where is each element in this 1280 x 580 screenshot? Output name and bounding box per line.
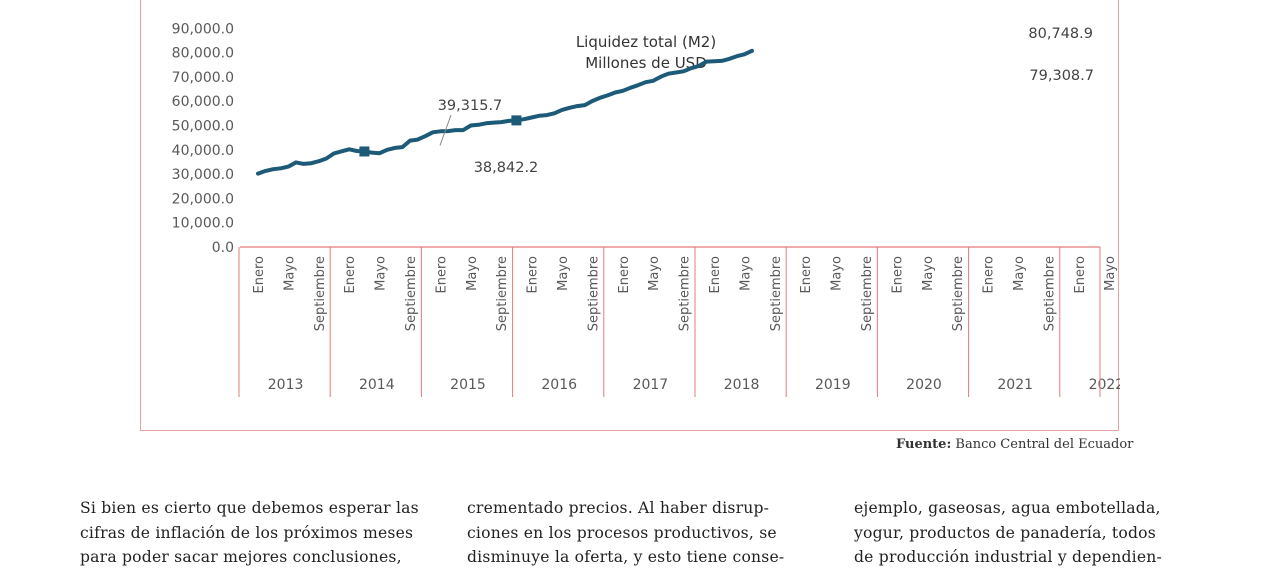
annotation-leader bbox=[439, 114, 452, 146]
body-line: disminuye la oferta, y esto tiene conse- bbox=[467, 548, 785, 566]
y-tick-label: 10,000.0 bbox=[172, 216, 234, 232]
body-line: crementado precios. Al haber disrup- bbox=[467, 499, 770, 517]
body-column-3: ejemplo, gaseosas, agua embotellada, yog… bbox=[854, 496, 1212, 570]
source-text: Banco Central del Ecuador bbox=[955, 437, 1134, 452]
year-label: 2019 bbox=[815, 377, 851, 393]
x-tick-label: Mayo bbox=[830, 256, 845, 291]
data-label: 38,842.2 bbox=[474, 160, 539, 176]
source-label: Fuente: bbox=[896, 437, 952, 452]
x-tick-label: Mayo bbox=[738, 256, 753, 291]
x-tick-label: Enero bbox=[1073, 256, 1088, 294]
year-label: 2013 bbox=[268, 377, 304, 393]
x-tick-label: Mayo bbox=[282, 256, 297, 291]
data-label: 80,748.9 bbox=[1028, 26, 1093, 42]
x-tick-label: Enero bbox=[799, 256, 814, 294]
x-tick-label: Enero bbox=[617, 256, 632, 294]
body-line: ejemplo, gaseosas, agua embotellada, bbox=[854, 499, 1161, 517]
chart-subtitle: Millones de USD bbox=[585, 54, 707, 72]
x-tick-label: Septiembre bbox=[586, 256, 601, 331]
body-line: para poder sacar mejores conclusiones, bbox=[80, 548, 402, 566]
x-tick-label: Septiembre bbox=[769, 256, 784, 331]
data-label: 39,315.7 bbox=[438, 98, 503, 114]
year-label: 2014 bbox=[359, 377, 395, 393]
y-tick-label: 90,000.0 bbox=[172, 21, 234, 37]
y-tick-label: 20,000.0 bbox=[172, 191, 234, 207]
year-label: 2020 bbox=[906, 377, 942, 393]
year-label: 2022 bbox=[1089, 377, 1120, 393]
y-tick-label: 30,000.0 bbox=[172, 167, 234, 183]
year-label: 2015 bbox=[450, 377, 486, 393]
x-tick-label: Mayo bbox=[647, 256, 662, 291]
x-tick-label: Mayo bbox=[1012, 256, 1027, 291]
y-tick-label: 80,000.0 bbox=[172, 46, 234, 62]
x-tick-label: Mayo bbox=[465, 256, 480, 291]
data-marker bbox=[359, 146, 370, 157]
x-tick-label: Enero bbox=[526, 256, 541, 294]
x-tick-label: Enero bbox=[890, 256, 905, 294]
data-label: 79,308.7 bbox=[1029, 68, 1094, 84]
body-line: ciones en los procesos productivos, se bbox=[467, 523, 777, 542]
x-tick-label: Septiembre bbox=[404, 256, 419, 331]
body-line: de producción industrial y dependien- bbox=[854, 548, 1163, 566]
chart-title: Liquidez total (M2) bbox=[576, 33, 716, 51]
x-tick-label: Septiembre bbox=[1042, 256, 1057, 331]
source-note: Fuente: Banco Central del Ecuador bbox=[896, 437, 1133, 452]
x-tick-label: Mayo bbox=[1103, 256, 1118, 291]
year-label: 2021 bbox=[997, 377, 1033, 393]
data-marker bbox=[511, 115, 522, 126]
body-line: Si bien es cierto que debemos esperar la… bbox=[80, 499, 419, 517]
year-label: 2016 bbox=[541, 377, 577, 393]
x-tick-label: Enero bbox=[343, 256, 358, 294]
m2-line-chart: 90,000.0 80,000.0 70,000.0 60,000.0 50,000.0… bbox=[172, 21, 1120, 397]
m2-series-line bbox=[256, 48, 754, 176]
body-column-1: Si bien es cierto que debemos esperar la… bbox=[80, 496, 438, 570]
x-tick-label: Septiembre bbox=[951, 256, 966, 331]
body-line: cifras de inflación de los próximos mese… bbox=[80, 523, 414, 542]
x-tick-label: Enero bbox=[982, 256, 997, 294]
year-label: 2017 bbox=[633, 377, 669, 393]
x-tick-label: Septiembre bbox=[860, 256, 875, 331]
y-tick-label: 0.0 bbox=[212, 240, 234, 256]
year-label: 2018 bbox=[724, 377, 760, 393]
chart-frame: 90,000.0 80,000.0 70,000.0 60,000.0 50,000.0… bbox=[140, 0, 1120, 431]
x-tick-label: Enero bbox=[434, 256, 449, 294]
x-tick-label: Mayo bbox=[374, 256, 389, 291]
x-tick-label: Septiembre bbox=[678, 256, 693, 331]
y-tick-label: 50,000.0 bbox=[172, 119, 234, 135]
body-line: yogur, productos de panadería, todos bbox=[854, 523, 1156, 542]
x-tick-label: Enero bbox=[252, 256, 267, 294]
x-tick-label: Enero bbox=[708, 256, 723, 294]
x-tick-label: Mayo bbox=[921, 256, 936, 291]
x-tick-label: Septiembre bbox=[313, 256, 328, 331]
y-tick-label: 70,000.0 bbox=[172, 70, 234, 86]
x-tick-label: Mayo bbox=[556, 256, 571, 291]
body-column-2: crementado precios. Al haber disrup- cio… bbox=[467, 496, 825, 570]
y-tick-label: 40,000.0 bbox=[172, 143, 234, 159]
y-tick-label: 60,000.0 bbox=[172, 94, 234, 110]
x-tick-label: Septiembre bbox=[495, 256, 510, 331]
